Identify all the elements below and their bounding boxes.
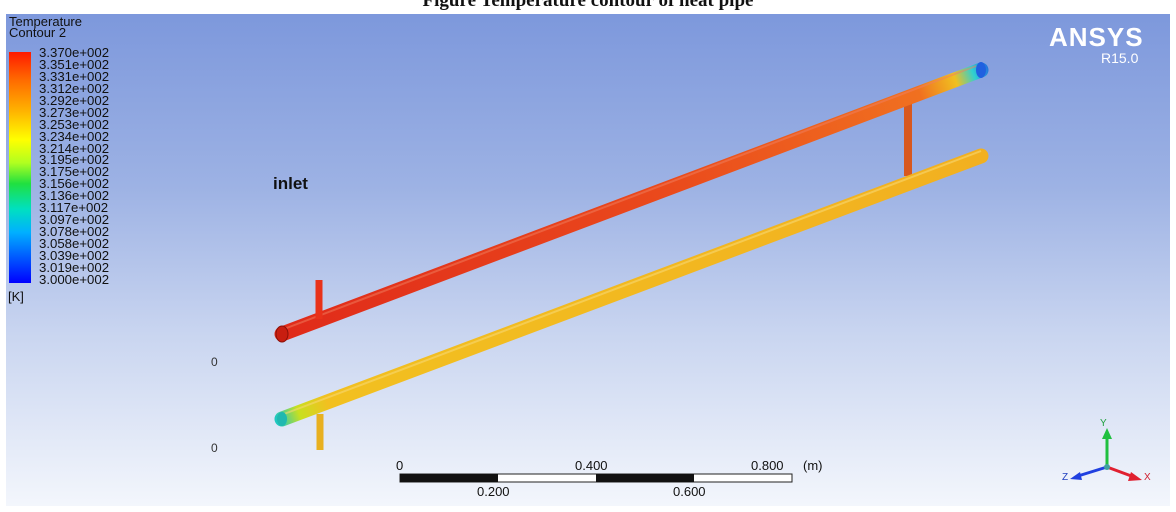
- tick-label: 3.078e+002: [39, 224, 110, 240]
- tick-label: 3.214e+002: [39, 140, 110, 156]
- color-bar: [9, 52, 31, 283]
- ansys-logo: ANSYS: [1049, 22, 1144, 52]
- scale-tick-label: 0.200: [477, 484, 510, 499]
- tick-label: 3.019e+002: [39, 259, 110, 275]
- legend-title: Temperature Contour 2: [9, 14, 82, 40]
- tick-label: 3.331e+002: [39, 68, 110, 84]
- scale-tick-label: 0.400: [575, 458, 608, 473]
- tick-label: 3.058e+002: [39, 236, 110, 251]
- color-bar-ticks: 3.370e+002 3.351e+002 3.331e+002 3.312e+…: [39, 45, 110, 287]
- tick-label: 3.175e+002: [39, 164, 110, 180]
- tick-label: 3.039e+002: [39, 247, 110, 263]
- scale-unit: (m): [803, 458, 823, 473]
- tick-label: 3.234e+002: [39, 128, 110, 144]
- tick-label: 3.117e+002: [39, 200, 109, 216]
- tick-label: 3.136e+002: [39, 188, 110, 204]
- origin-label: 0: [211, 441, 218, 455]
- tick-label: 3.195e+002: [39, 152, 110, 168]
- tick-label: 3.097e+002: [39, 212, 110, 228]
- axis-label-z: Z: [1062, 472, 1069, 483]
- legend-unit: [K]: [8, 289, 24, 304]
- scale-tick-label: 0.800: [751, 458, 784, 473]
- scale-bar: [399, 473, 793, 483]
- heat-pipe-geometry: [274, 62, 1142, 483]
- contour-viewport[interactable]: Temperature Contour 2 3.370e+002 3.351e+…: [6, 14, 1170, 506]
- tick-label: 3.351e+002: [39, 56, 110, 72]
- tick-label: 3.273e+002: [39, 104, 110, 120]
- upper-pipe: [274, 62, 989, 343]
- tick-label: 3.253e+002: [39, 116, 110, 132]
- scale-tick-label: 0.600: [673, 484, 706, 499]
- tick-label: 3.156e+002: [39, 176, 110, 192]
- lower-pipe: [274, 148, 989, 450]
- axis-triad: [1070, 428, 1142, 481]
- ansys-version: R15.0: [1101, 50, 1139, 66]
- tick-label: 3.312e+002: [39, 80, 110, 96]
- tick-label: 3.000e+002: [39, 271, 110, 287]
- tick-label: 3.370e+002: [39, 45, 110, 60]
- axis-label-x: X: [1144, 472, 1151, 483]
- origin-label: 0: [211, 355, 218, 369]
- figure-caption: Figure Temperature contour of heat pipe: [422, 0, 754, 11]
- scale-tick-label: 0: [396, 458, 404, 473]
- axis-label-y: Y: [1100, 418, 1107, 429]
- inlet-label: inlet: [273, 174, 308, 193]
- tick-label: 3.292e+002: [39, 92, 110, 108]
